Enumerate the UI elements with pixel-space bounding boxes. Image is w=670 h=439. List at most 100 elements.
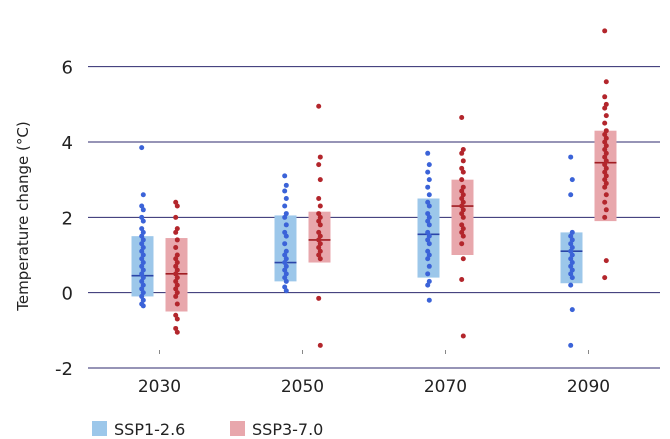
point-SSP1-2.6-2070: [426, 162, 432, 168]
point-SSP3-7.0-2070: [460, 214, 466, 220]
point-SSP3-7.0-2070: [459, 188, 465, 194]
point-SSP1-2.6-2050: [282, 275, 288, 281]
point-SSP1-2.6-2090: [568, 154, 574, 160]
point-SSP1-2.6-2030: [140, 290, 146, 296]
point-SSP3-7.0-2050: [317, 203, 323, 209]
point-SSP3-7.0-2030: [173, 256, 179, 262]
legend-item-ssp3[interactable]: SSP3-7.0: [230, 420, 323, 439]
point-SSP1-2.6-2050: [283, 271, 289, 277]
point-SSP3-7.0-2050: [317, 222, 323, 228]
point-SSP1-2.6-2030: [140, 275, 146, 281]
point-SSP1-2.6-2070: [426, 241, 432, 247]
point-SSP1-2.6-2090: [568, 256, 574, 262]
point-SSP3-7.0-2070: [460, 207, 466, 213]
point-SSP3-7.0-2070: [460, 184, 466, 190]
point-SSP1-2.6-2050: [283, 288, 289, 294]
point-SSP3-7.0-2070: [459, 229, 465, 235]
point-SSP3-7.0-2090: [603, 158, 609, 164]
legend[interactable]: SSP1-2.6 SSP3-7.0: [92, 420, 323, 439]
point-SSP3-7.0-2050: [317, 154, 323, 160]
point-SSP3-7.0-2030: [174, 282, 180, 288]
x-tick-labels: 2030 2050 2070 2090: [138, 350, 610, 397]
point-SSP1-2.6-2070: [425, 184, 431, 190]
point-SSP3-7.0-2090: [602, 120, 608, 126]
point-SSP3-7.0-2070: [459, 150, 465, 156]
box-SSP1-2.6-2050: [274, 215, 297, 282]
point-SSP1-2.6-2030: [140, 218, 146, 224]
point-SSP3-7.0-2070: [460, 192, 466, 198]
point-SSP1-2.6-2090: [568, 342, 574, 348]
legend-label-ssp1: SSP1-2.6: [114, 420, 185, 439]
point-SSP3-7.0-2070: [460, 333, 466, 339]
legend-swatch-ssp1: [92, 421, 107, 436]
point-SSP1-2.6-2030: [139, 271, 145, 277]
point-SSP1-2.6-2090: [569, 275, 575, 281]
point-SSP3-7.0-2050: [316, 252, 322, 258]
point-SSP3-7.0-2050: [316, 237, 322, 243]
point-SSP3-7.0-2070: [460, 199, 466, 205]
point-SSP1-2.6-2030: [139, 214, 145, 220]
point-SSP3-7.0-2070: [459, 222, 465, 228]
point-SSP3-7.0-2030: [174, 226, 180, 232]
point-SSP1-2.6-2030: [139, 293, 145, 299]
point-SSP3-7.0-2050: [317, 256, 323, 262]
point-SSP3-7.0-2030: [173, 229, 179, 235]
point-SSP3-7.0-2090: [603, 150, 609, 156]
point-SSP1-2.6-2090: [569, 244, 575, 250]
point-SSP3-7.0-2030: [174, 267, 180, 273]
point-SSP3-7.0-2030: [174, 316, 180, 322]
x-tick-label-2030: 2030: [138, 377, 181, 397]
point-SSP3-7.0-2050: [317, 241, 323, 247]
point-SSP1-2.6-2030: [140, 207, 146, 213]
y-tick-label: 6: [62, 58, 73, 79]
point-SSP1-2.6-2030: [139, 256, 145, 262]
point-SSP3-7.0-2070: [459, 241, 465, 247]
point-SSP1-2.6-2050: [282, 260, 288, 266]
point-SSP3-7.0-2030: [174, 290, 180, 296]
legend-item-ssp1[interactable]: SSP1-2.6: [92, 420, 185, 439]
point-SSP1-2.6-2070: [425, 271, 431, 277]
point-SSP1-2.6-2050: [283, 196, 289, 201]
point-SSP1-2.6-2030: [140, 244, 146, 250]
point-SSP3-7.0-2090: [602, 184, 608, 190]
point-SSP1-2.6-2030: [139, 263, 145, 269]
point-SSP3-7.0-2030: [174, 329, 180, 335]
point-SSP1-2.6-2050: [283, 182, 289, 188]
point-SSP3-7.0-2070: [460, 158, 466, 164]
point-SSP3-7.0-2050: [316, 211, 322, 217]
point-SSP3-7.0-2050: [317, 248, 323, 254]
x-tick-label-2090: 2090: [567, 377, 610, 397]
point-SSP1-2.6-2070: [425, 237, 431, 243]
point-SSP1-2.6-2030: [139, 226, 145, 232]
point-SSP3-7.0-2070: [459, 165, 465, 171]
point-SSP1-2.6-2070: [426, 214, 432, 220]
point-SSP3-7.0-2090: [602, 169, 608, 175]
point-SSP3-7.0-2050: [317, 214, 323, 220]
point-SSP3-7.0-2030: [173, 312, 179, 318]
point-SSP3-7.0-2090: [603, 165, 609, 171]
point-SSP3-7.0-2090: [603, 258, 609, 264]
point-SSP1-2.6-2030: [140, 237, 146, 243]
point-SSP3-7.0-2070: [460, 233, 466, 239]
point-SSP3-7.0-2090: [603, 113, 609, 119]
point-SSP1-2.6-2070: [425, 169, 431, 175]
point-SSP3-7.0-2030: [173, 325, 179, 331]
point-SSP3-7.0-2090: [602, 154, 608, 160]
y-tick-label: 4: [62, 133, 73, 154]
point-SSP1-2.6-2090: [568, 248, 574, 254]
point-SSP3-7.0-2070: [459, 276, 465, 282]
point-SSP1-2.6-2090: [568, 271, 574, 277]
point-SSP3-7.0-2070: [459, 211, 465, 217]
point-SSP1-2.6-2050: [283, 233, 289, 239]
point-SSP3-7.0-2090: [602, 275, 608, 281]
point-SSP1-2.6-2050: [282, 229, 288, 235]
point-SSP3-7.0-2090: [603, 101, 609, 107]
point-SSP1-2.6-2070: [425, 248, 431, 254]
point-SSP3-7.0-2030: [173, 293, 179, 299]
point-SSP3-7.0-2030: [173, 199, 179, 205]
point-SSP1-2.6-2070: [426, 252, 432, 258]
point-SSP3-7.0-2030: [173, 271, 179, 277]
point-SSP1-2.6-2050: [282, 284, 288, 290]
point-SSP3-7.0-2070: [459, 115, 465, 121]
point-SSP1-2.6-2090: [569, 252, 575, 258]
